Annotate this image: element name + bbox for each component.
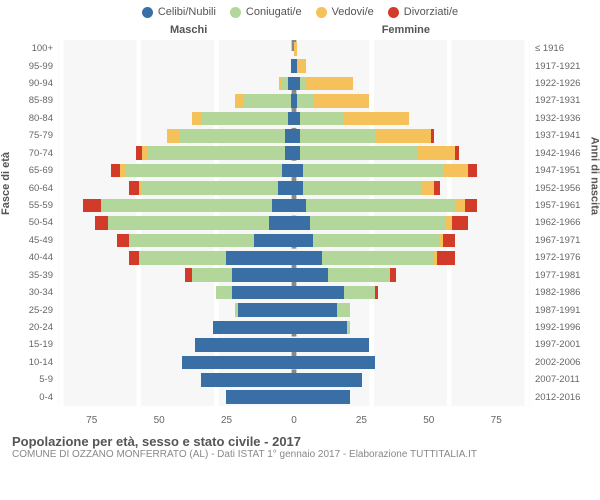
legend: Celibi/Nubili Coniugati/e Vedovi/e Divorzia… [0,0,600,20]
age-row [58,371,530,388]
age-row [58,92,530,109]
age-row [58,162,530,179]
legend-item: Celibi/Nubili [142,6,216,18]
label-females: Femmine [382,24,430,36]
legend-swatch [388,7,399,18]
year-labels: ≤ 19161917-19211922-19261927-19311932-19… [532,40,590,406]
age-row [58,40,530,57]
age-row [58,301,530,318]
age-row [58,57,530,74]
age-row [58,179,530,196]
chart-subtitle: COMUNE DI OZZANO MONFERRATO (AL) - Dati … [12,449,588,460]
legend-swatch [142,7,153,18]
age-row [58,145,530,162]
legend-item: Divorziati/e [388,6,458,18]
age-row [58,354,530,371]
age-row [58,249,530,266]
age-row [58,127,530,144]
population-pyramid: Maschi Femmine Fasce di età Anni di nasc… [10,20,590,430]
age-row [58,336,530,353]
legend-label: Divorziati/e [404,6,458,18]
legend-swatch [316,7,327,18]
legend-label: Celibi/Nubili [158,6,216,18]
age-row [58,388,530,405]
legend-label: Vedovi/e [332,6,374,18]
legend-item: Vedovi/e [316,6,374,18]
age-row [58,75,530,92]
label-males: Maschi [170,24,207,36]
x-axis-labels: 7550250255075 [58,415,530,426]
age-row [58,266,530,283]
legend-swatch [230,7,241,18]
age-row [58,232,530,249]
footer: Popolazione per età, sesso e stato civil… [0,430,600,460]
age-row [58,319,530,336]
age-row [58,110,530,127]
age-row [58,284,530,301]
age-labels: 100+95-9990-9485-8980-8475-7970-7465-696… [10,40,56,406]
age-row [58,197,530,214]
age-row [58,214,530,231]
legend-label: Coniugati/e [246,6,302,18]
plot-area [58,40,530,406]
chart-title: Popolazione per età, sesso e stato civil… [12,434,588,449]
legend-item: Coniugati/e [230,6,302,18]
